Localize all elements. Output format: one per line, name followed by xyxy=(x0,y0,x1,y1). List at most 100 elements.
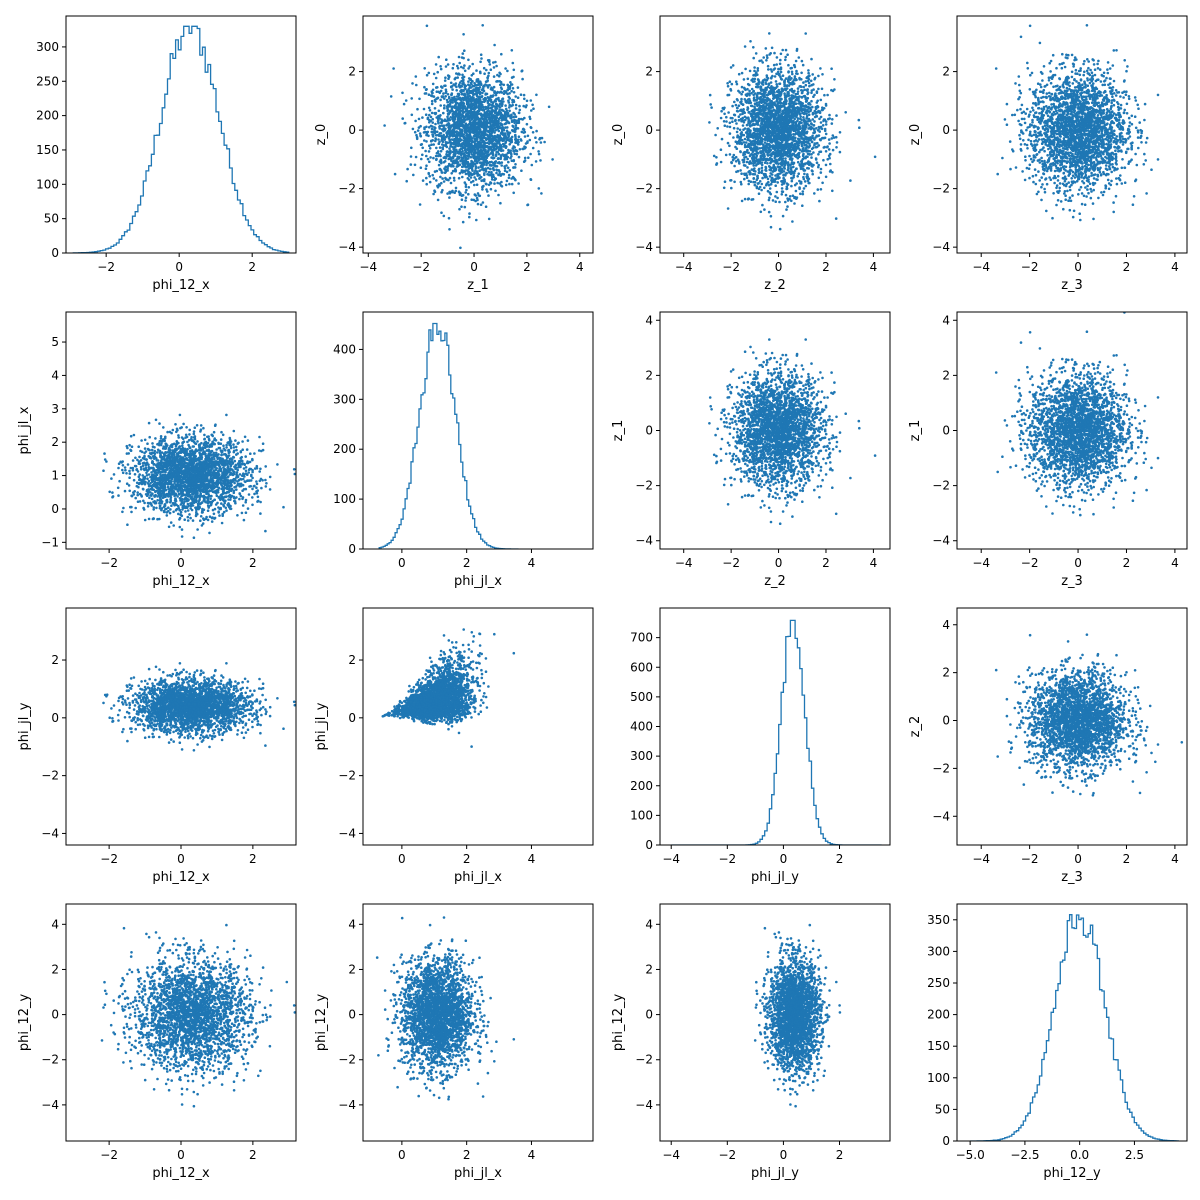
scatter-point xyxy=(495,139,498,143)
scatter-point xyxy=(795,115,798,119)
scatter-point xyxy=(788,170,791,174)
y-tick-label: 50 xyxy=(44,212,59,226)
scatter-point xyxy=(473,176,476,179)
scatter-point xyxy=(745,123,749,127)
scatter-point xyxy=(523,156,527,160)
scatter-point xyxy=(801,192,805,196)
scatter-point xyxy=(486,79,490,82)
scatter-point xyxy=(480,115,484,118)
scatter-point xyxy=(433,126,436,129)
scatter-point xyxy=(547,105,551,109)
scatter-point xyxy=(821,136,824,140)
scatter-point xyxy=(458,85,462,89)
scatter-point xyxy=(768,32,771,35)
scatter-point xyxy=(516,96,520,99)
scatter-point xyxy=(748,161,751,164)
scatter-point xyxy=(778,82,782,85)
scatter-point xyxy=(747,197,750,200)
scatter-point xyxy=(807,81,811,85)
scatter-point xyxy=(739,136,742,140)
scatter-point xyxy=(460,130,463,134)
scatter-point xyxy=(455,102,458,105)
scatter-point xyxy=(731,104,734,108)
scatter-point xyxy=(751,104,754,108)
scatter-point xyxy=(424,113,428,116)
scatter-point xyxy=(763,141,767,144)
scatter-point xyxy=(799,115,802,118)
scatter-point xyxy=(463,119,467,122)
scatter-point xyxy=(432,143,436,146)
scatter-point xyxy=(428,180,432,184)
scatter-point xyxy=(421,146,425,150)
scatter-point xyxy=(471,179,475,183)
scatter-point xyxy=(461,125,465,128)
scatter-point xyxy=(749,141,753,145)
scatter-point xyxy=(464,157,468,161)
scatter-point xyxy=(518,148,522,151)
scatter-point xyxy=(776,70,780,74)
scatter-point xyxy=(510,182,514,186)
scatter-point xyxy=(827,117,830,121)
scatter-point xyxy=(427,71,431,75)
scatter-point xyxy=(439,67,443,71)
scatter-point xyxy=(430,143,433,146)
scatter-point xyxy=(472,162,475,166)
scatter-point xyxy=(784,141,788,145)
scatter-point xyxy=(515,152,519,156)
scatter-point xyxy=(468,212,471,215)
scatter-point xyxy=(451,155,455,159)
scatter-point xyxy=(448,135,451,139)
scatter-point xyxy=(470,140,474,144)
scatter-point xyxy=(768,53,771,56)
scatter-point xyxy=(814,157,818,160)
scatter-point xyxy=(752,157,756,160)
scatter-point xyxy=(425,24,429,28)
scatter-point xyxy=(510,152,513,156)
scatter-point xyxy=(404,99,408,102)
scatter-point xyxy=(535,129,538,133)
scatter-point xyxy=(520,69,523,73)
scatter-point xyxy=(450,129,454,133)
scatter-point xyxy=(774,80,778,83)
scatter-point xyxy=(479,120,483,123)
scatter-point xyxy=(463,97,466,100)
scatter-point xyxy=(800,89,803,92)
scatter-point xyxy=(749,125,752,128)
scatter-point xyxy=(790,179,794,183)
scatter-point xyxy=(791,72,794,76)
scatter-point xyxy=(405,179,409,183)
scatter-point xyxy=(478,157,482,161)
scatter-point xyxy=(495,125,498,129)
scatter-point xyxy=(759,154,763,158)
scatter-point xyxy=(499,83,502,87)
scatter-point xyxy=(779,120,783,124)
scatter-point xyxy=(783,162,786,165)
scatter-point xyxy=(761,176,764,180)
scatter-point xyxy=(815,127,818,130)
scatter-point xyxy=(767,198,771,202)
scatter-point xyxy=(770,166,773,170)
scatter-point xyxy=(753,160,757,163)
scatter-point xyxy=(502,133,505,137)
scatter-point xyxy=(515,139,518,143)
scatter-point xyxy=(440,124,444,127)
scatter-point xyxy=(750,152,753,156)
scatter-point xyxy=(485,129,488,132)
scatter-point xyxy=(743,45,747,48)
scatter-point xyxy=(760,59,763,62)
scatter-point xyxy=(448,163,452,167)
scatter-point xyxy=(815,90,819,93)
scatter-point xyxy=(467,67,470,70)
scatter-point xyxy=(747,137,750,140)
scatter-point xyxy=(460,153,463,157)
scatter-point xyxy=(471,128,474,131)
scatter-point xyxy=(416,107,419,111)
scatter-point xyxy=(501,97,505,100)
scatter-point xyxy=(448,96,451,100)
y-axis-label: z_0 xyxy=(314,124,329,146)
scatter-point xyxy=(500,52,503,56)
scatter-point xyxy=(531,131,535,134)
scatter-point xyxy=(522,147,525,151)
scatter-point xyxy=(784,106,787,110)
scatter-point xyxy=(463,93,467,96)
